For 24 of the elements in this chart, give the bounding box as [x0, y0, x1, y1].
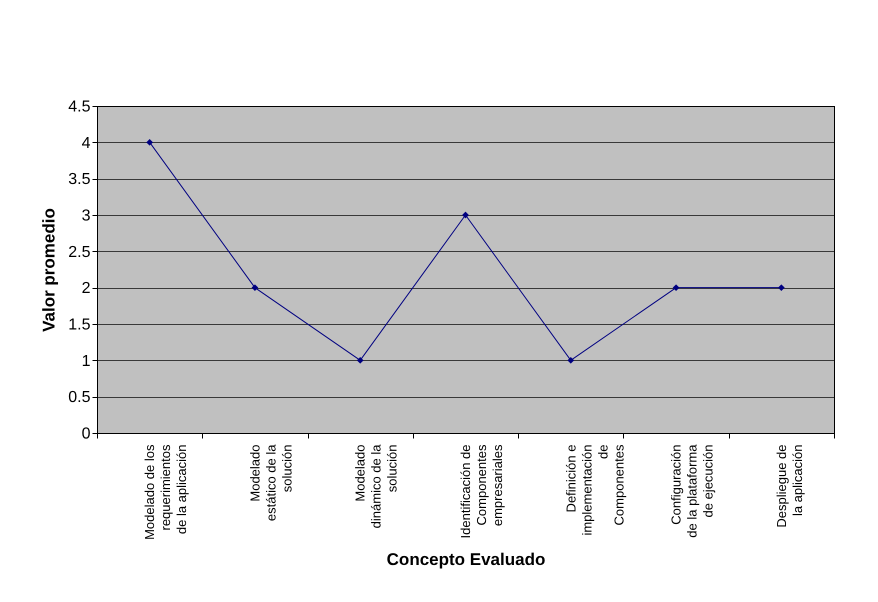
- x-tick-label: Modelado dinámico de la solución: [352, 444, 400, 528]
- y-tick-label: 4.5: [68, 98, 91, 116]
- y-tick-label: 3: [82, 208, 91, 224]
- y-tick-label: 4: [82, 134, 91, 152]
- x-tick-label: Modelado de los requerimientos de la aplicación: [142, 444, 190, 540]
- y-tick-label: 1: [82, 352, 91, 370]
- y-axis-title: Valor promedio: [39, 208, 58, 332]
- y-tick-label: 0.5: [68, 389, 91, 406]
- x-axis-title: Concepto Evaluado: [386, 550, 546, 569]
- y-tick-label: 2.5: [68, 244, 91, 261]
- y-tick-label: 2: [82, 280, 91, 298]
- y-tick-label: 3.5: [68, 171, 91, 188]
- point: [252, 284, 258, 292]
- point: [567, 356, 574, 364]
- point: [356, 356, 364, 364]
- point: [672, 284, 680, 292]
- x-tick-label: Modelado estático de la solución: [247, 444, 294, 522]
- x-tick-label: Configuración de la plataforma de ejecución: [668, 444, 716, 538]
- y-tick-label: 1.5: [68, 316, 91, 334]
- point: [778, 284, 785, 292]
- point: [462, 212, 469, 218]
- point: [146, 138, 153, 146]
- x-tick-label: Despliegue de la aplicación: [774, 444, 805, 528]
- y-tick-label: 0: [82, 426, 91, 442]
